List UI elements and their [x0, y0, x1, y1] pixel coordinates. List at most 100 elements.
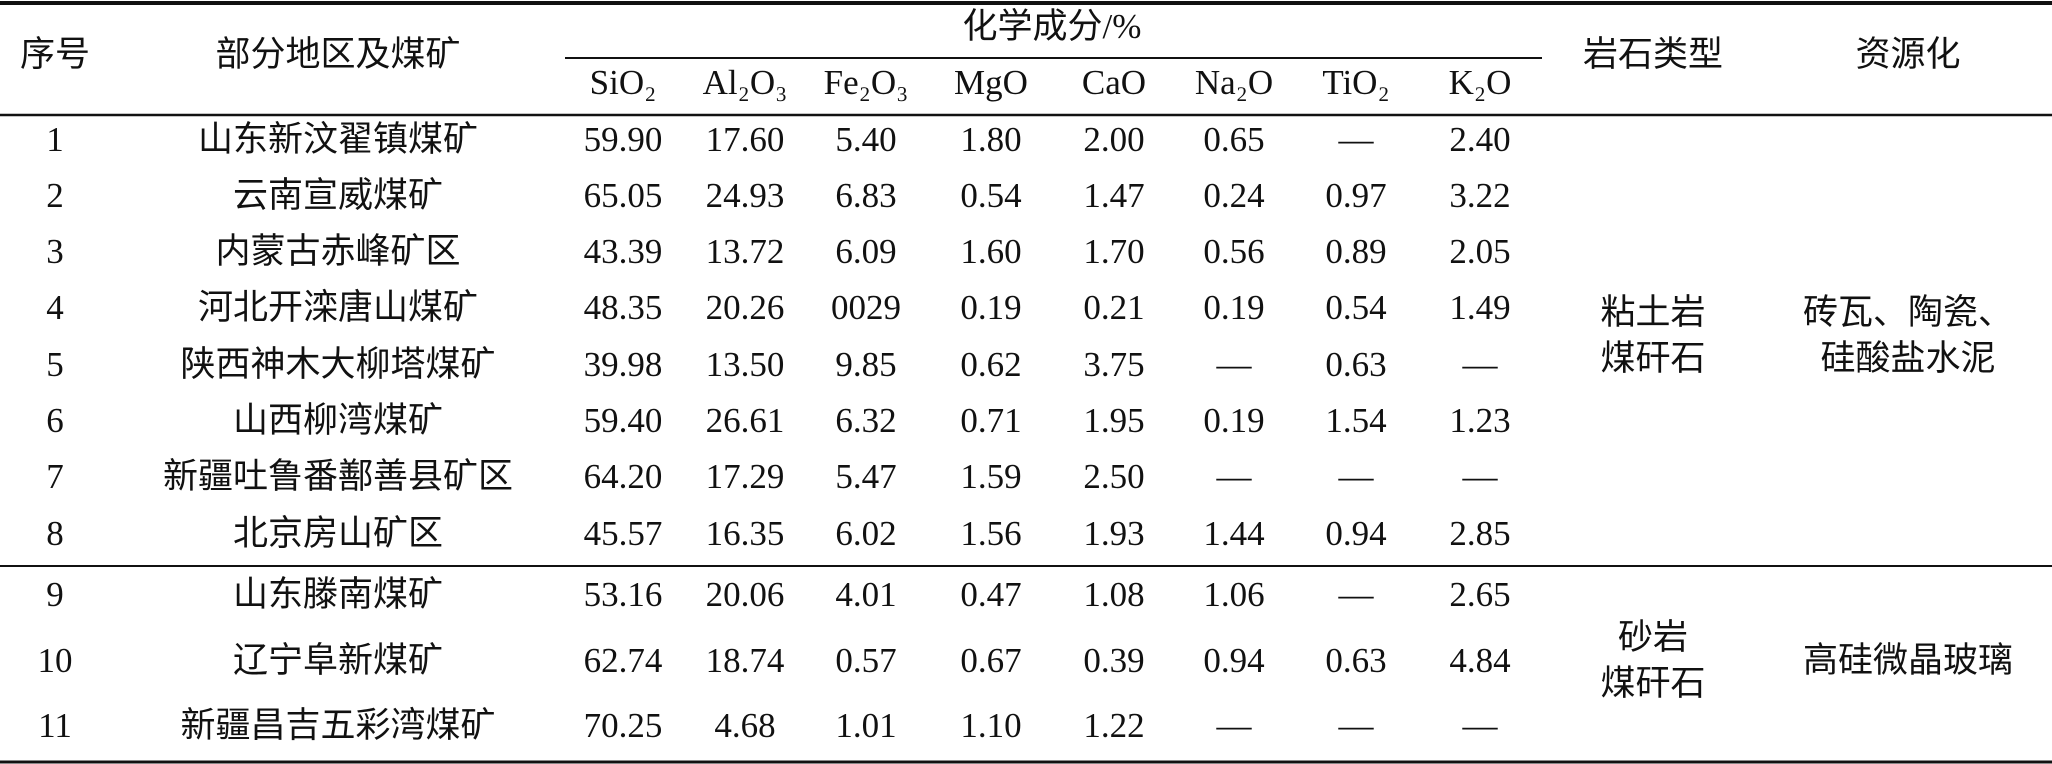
cell: 1.54: [1325, 401, 1386, 440]
cell: 山西柳湾煤矿: [233, 401, 443, 440]
cell: 2.00: [1083, 120, 1144, 159]
cell: —: [1338, 120, 1375, 159]
cell: 3: [46, 232, 64, 271]
header-cell: Al₂O₃: [703, 63, 788, 102]
rock-type: 粘土岩: [1600, 293, 1705, 332]
cell: 0.89: [1325, 232, 1386, 271]
cell: 39.98: [584, 345, 663, 384]
cell: 0.56: [1203, 232, 1264, 271]
cell: 6: [46, 401, 64, 440]
cell: 辽宁阜新煤矿: [233, 641, 443, 680]
cell: 17.60: [706, 120, 785, 159]
rock-type: 煤矸石: [1600, 664, 1705, 703]
cell: 0.62: [960, 345, 1021, 384]
utilization: 砖瓦、陶瓷、: [1803, 293, 2013, 332]
cell: 70.25: [584, 706, 663, 745]
rock-type: 煤矸石: [1600, 339, 1705, 378]
cell: 65.05: [584, 176, 663, 215]
cell: 1.59: [960, 457, 1021, 496]
cell: 17.29: [706, 457, 785, 496]
cell: 0.54: [960, 176, 1021, 215]
cell: 1.56: [960, 514, 1021, 553]
cell: 0.94: [1203, 641, 1264, 680]
cell: 1.95: [1083, 401, 1144, 440]
cell: 1.93: [1083, 514, 1144, 553]
header-cell: 化学成分/%: [963, 7, 1142, 46]
cell: 5: [46, 345, 64, 384]
header-cell: K₂O: [1449, 63, 1512, 102]
cell: 6.09: [835, 232, 896, 271]
cell: —: [1216, 457, 1253, 496]
cell: 北京房山矿区: [233, 514, 443, 553]
cell: 1.60: [960, 232, 1021, 271]
cell: 陕西神木大柳塔煤矿: [180, 345, 495, 384]
cell: —: [1462, 345, 1499, 384]
cell: 新疆吐鲁番鄯善县矿区: [163, 457, 513, 496]
cell: 64.20: [584, 457, 663, 496]
cell: 11: [38, 706, 72, 745]
cell: 1.49: [1449, 288, 1510, 327]
cell: 2.05: [1449, 232, 1510, 271]
cell: 9.85: [835, 345, 896, 384]
header-cell: Na₂O: [1195, 63, 1273, 102]
cell: 6.02: [835, 514, 896, 553]
header-cell: MgO: [954, 63, 1028, 102]
cell: 4.68: [714, 706, 775, 745]
cell: 0.94: [1325, 514, 1386, 553]
cell: 内蒙古赤峰矿区: [215, 232, 460, 271]
cell: 1.01: [835, 706, 896, 745]
cell: 0.39: [1083, 641, 1144, 680]
cell: 1.06: [1203, 575, 1264, 614]
cell: 6.83: [835, 176, 896, 215]
rock-type: 砂岩: [1618, 618, 1688, 657]
cell: 0.97: [1325, 176, 1386, 215]
cell: 24.93: [706, 176, 785, 215]
cell: 2: [46, 176, 64, 215]
cell: 4.01: [835, 575, 896, 614]
cell: 0.47: [960, 575, 1021, 614]
cell: 1: [46, 120, 64, 159]
cell: 0.19: [1203, 288, 1264, 327]
cell: 0.63: [1325, 641, 1386, 680]
cell: 59.90: [584, 120, 663, 159]
cell: 6.32: [835, 401, 896, 440]
cell: 0.54: [1325, 288, 1386, 327]
cell: 18.74: [706, 641, 785, 680]
header-cell: TiO₂: [1322, 63, 1389, 102]
cell: 0.67: [960, 641, 1021, 680]
cell: 16.35: [706, 514, 785, 553]
cell: 0.21: [1083, 288, 1144, 327]
cell: 7: [46, 457, 64, 496]
cell: —: [1338, 575, 1375, 614]
cell: 59.40: [584, 401, 663, 440]
cell: 1.10: [960, 706, 1021, 745]
cell: —: [1338, 706, 1375, 745]
cell: 10: [38, 641, 73, 680]
cell: 0.19: [1203, 401, 1264, 440]
cell: 9: [46, 575, 64, 614]
cell: 0.71: [960, 401, 1021, 440]
cell: 3.22: [1449, 176, 1510, 215]
cell: 1.70: [1083, 232, 1144, 271]
cell: 0.57: [835, 641, 896, 680]
cell: —: [1216, 345, 1253, 384]
cell: 3.75: [1083, 345, 1144, 384]
cell: 5.40: [835, 120, 896, 159]
cell: 0.24: [1203, 176, 1264, 215]
header-cell: CaO: [1082, 63, 1146, 102]
cell: 云南宣威煤矿: [233, 176, 443, 215]
cell: 45.57: [584, 514, 663, 553]
cell: 4: [46, 288, 64, 327]
cell: 43.39: [584, 232, 663, 271]
cell: 1.22: [1083, 706, 1144, 745]
cell: —: [1216, 706, 1253, 745]
cell: 4.84: [1449, 641, 1510, 680]
cell: 20.26: [706, 288, 785, 327]
cell: —: [1338, 457, 1375, 496]
cell: 1.44: [1203, 514, 1264, 553]
cell: 山东新汶翟镇煤矿: [198, 120, 478, 159]
cell: 新疆昌吉五彩湾煤矿: [180, 706, 495, 745]
utilization: 高硅微晶玻璃: [1803, 641, 2013, 680]
